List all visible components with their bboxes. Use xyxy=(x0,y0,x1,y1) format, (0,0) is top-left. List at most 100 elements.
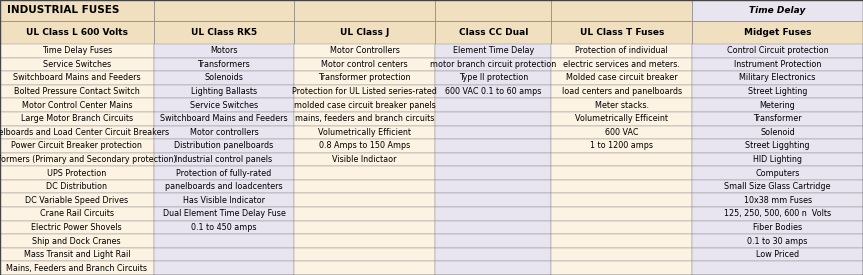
Bar xyxy=(0,139,154,153)
Bar xyxy=(0,21,154,44)
Bar xyxy=(551,98,692,112)
Text: Metering: Metering xyxy=(759,101,796,110)
Text: DC Distribution: DC Distribution xyxy=(47,182,107,191)
Bar xyxy=(154,98,294,112)
Text: Volumetrically Efficeint: Volumetrically Efficeint xyxy=(576,114,668,123)
Bar xyxy=(294,194,435,207)
Bar xyxy=(294,207,435,221)
Text: Meter stacks.: Meter stacks. xyxy=(595,101,649,110)
Bar xyxy=(692,44,863,57)
Bar xyxy=(0,98,154,112)
Text: 1 to 1200 amps: 1 to 1200 amps xyxy=(590,141,653,150)
Bar xyxy=(0,207,154,221)
Bar xyxy=(294,139,435,153)
Bar xyxy=(154,207,294,221)
Text: panelboards and loadcenters: panelboards and loadcenters xyxy=(165,182,283,191)
Text: INDUSTRIAL FUSES: INDUSTRIAL FUSES xyxy=(7,5,119,15)
Text: Industrial control panels: Industrial control panels xyxy=(175,155,273,164)
Text: Solenoid: Solenoid xyxy=(760,128,795,137)
Text: Visible Indictaor: Visible Indictaor xyxy=(332,155,397,164)
Bar xyxy=(551,21,692,44)
Bar xyxy=(0,180,154,194)
Bar xyxy=(435,44,551,57)
Text: UPS Protection: UPS Protection xyxy=(47,169,106,178)
Text: Mains, Feeders and Branch Circuits: Mains, Feeders and Branch Circuits xyxy=(6,264,148,273)
Bar xyxy=(692,180,863,194)
Bar xyxy=(692,125,863,139)
Bar xyxy=(692,57,863,71)
Bar xyxy=(435,153,551,166)
Bar xyxy=(294,85,435,98)
Bar xyxy=(154,194,294,207)
Bar xyxy=(294,153,435,166)
Bar xyxy=(294,166,435,180)
Text: Distribution panelboards: Distribution panelboards xyxy=(174,141,274,150)
Text: Transformer protection: Transformer protection xyxy=(318,73,411,82)
Bar xyxy=(435,207,551,221)
Bar xyxy=(551,221,692,234)
Bar xyxy=(692,98,863,112)
Text: 0.1 to 450 amps: 0.1 to 450 amps xyxy=(192,223,256,232)
Text: Class CC Dual: Class CC Dual xyxy=(458,28,528,37)
Text: motor branch circuit protection: motor branch circuit protection xyxy=(430,60,557,69)
Bar xyxy=(0,71,154,85)
Bar xyxy=(154,125,294,139)
Bar xyxy=(692,112,863,125)
Bar xyxy=(0,112,154,125)
Bar xyxy=(692,234,863,248)
Text: Street Lighting: Street Lighting xyxy=(748,87,807,96)
Text: Transformers (Primary and Secondary protection): Transformers (Primary and Secondary prot… xyxy=(0,155,177,164)
Bar xyxy=(294,221,435,234)
Bar xyxy=(551,71,692,85)
Text: Time Delay: Time Delay xyxy=(749,6,806,15)
Bar xyxy=(692,71,863,85)
Bar xyxy=(294,0,435,21)
Text: Protection for UL Listed series-rated: Protection for UL Listed series-rated xyxy=(293,87,437,96)
Bar xyxy=(154,180,294,194)
Bar xyxy=(154,262,294,275)
Bar xyxy=(551,85,692,98)
Bar xyxy=(294,125,435,139)
Bar xyxy=(435,234,551,248)
Bar xyxy=(294,262,435,275)
Text: 10x38 mm Fuses: 10x38 mm Fuses xyxy=(744,196,811,205)
Bar xyxy=(294,180,435,194)
Bar xyxy=(154,139,294,153)
Text: Midget Fuses: Midget Fuses xyxy=(744,28,811,37)
Text: Electric Power Shovels: Electric Power Shovels xyxy=(31,223,123,232)
Bar xyxy=(0,221,154,234)
Text: Element Time Delay: Element Time Delay xyxy=(452,46,534,55)
Bar xyxy=(551,194,692,207)
Text: mains, feeders and branch circuits: mains, feeders and branch circuits xyxy=(295,114,434,123)
Text: 0.1 to 30 amps: 0.1 to 30 amps xyxy=(747,236,808,246)
Text: Lighting Ballasts: Lighting Ballasts xyxy=(191,87,257,96)
Bar xyxy=(551,234,692,248)
Text: 600 VAC: 600 VAC xyxy=(605,128,639,137)
Text: Type II protection: Type II protection xyxy=(458,73,528,82)
Text: DC Variable Speed Drives: DC Variable Speed Drives xyxy=(25,196,129,205)
Text: Street Ligghting: Street Ligghting xyxy=(746,141,809,150)
Bar xyxy=(692,194,863,207)
Bar xyxy=(551,153,692,166)
Bar xyxy=(551,139,692,153)
Text: Has Visible Indicator: Has Visible Indicator xyxy=(183,196,265,205)
Bar xyxy=(435,85,551,98)
Bar xyxy=(0,262,154,275)
Bar xyxy=(692,153,863,166)
Text: Protection of individual: Protection of individual xyxy=(576,46,668,55)
Bar xyxy=(692,207,863,221)
Bar xyxy=(551,112,692,125)
Bar xyxy=(0,153,154,166)
Text: Switchboard Mains and Feeders: Switchboard Mains and Feeders xyxy=(161,114,287,123)
Bar xyxy=(435,166,551,180)
Bar xyxy=(692,221,863,234)
Bar xyxy=(294,57,435,71)
Text: Small Size Glass Cartridge: Small Size Glass Cartridge xyxy=(724,182,831,191)
Text: Instrument Protection: Instrument Protection xyxy=(734,60,822,69)
Text: Solenoids: Solenoids xyxy=(205,73,243,82)
Text: Protection of fully-rated: Protection of fully-rated xyxy=(176,169,272,178)
Bar xyxy=(692,0,863,21)
Bar xyxy=(154,221,294,234)
Bar xyxy=(435,125,551,139)
Text: Motor control centers: Motor control centers xyxy=(321,60,408,69)
